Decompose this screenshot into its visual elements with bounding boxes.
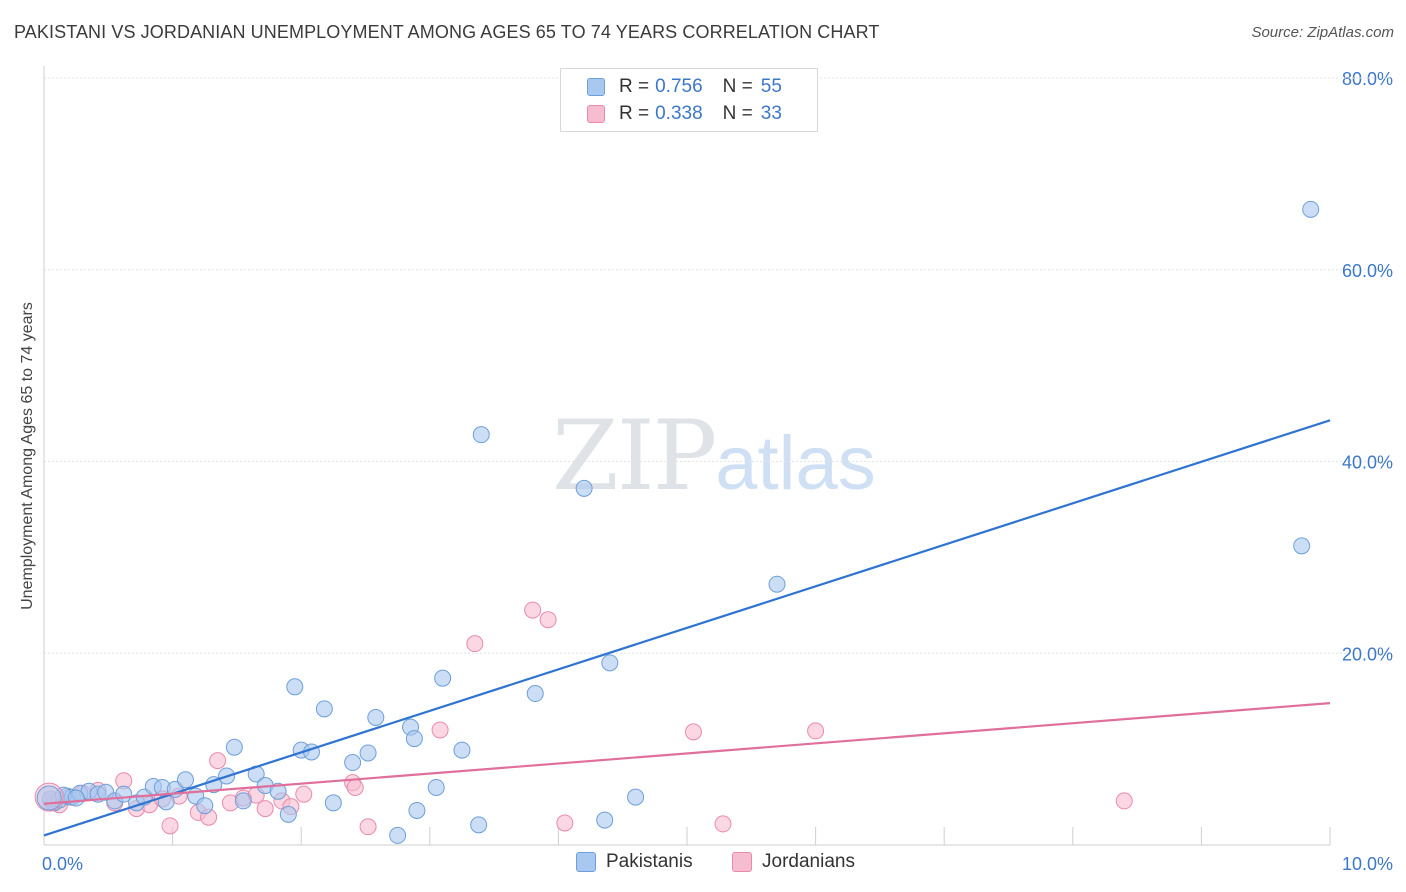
pakistani-point	[627, 788, 645, 806]
pakistani-point	[367, 708, 385, 726]
jordanian-point	[161, 817, 179, 835]
legend-swatch-pakistani	[587, 78, 605, 96]
pakistani-point	[408, 801, 426, 819]
legend-label-jordanians: Jordanians	[762, 851, 855, 872]
y-axis-label: Unemployment Among Ages 65 to 74 years	[19, 302, 36, 610]
legend-item-pakistanis[interactable]: Pakistanis	[576, 851, 693, 873]
pakistani-point	[575, 479, 593, 497]
pakistani-point	[234, 792, 252, 810]
pakistani-point	[67, 789, 85, 807]
pakistani-point	[434, 669, 452, 687]
x-tick-label: 10.0%	[1342, 854, 1393, 874]
pakistani-point	[359, 744, 377, 762]
pakistani-point	[286, 678, 304, 696]
pakistani-point	[472, 426, 490, 444]
pakistani-point	[596, 811, 614, 829]
legend-r-label: R =	[619, 103, 650, 124]
jordanian-point	[466, 635, 484, 653]
legend-item-jordanians[interactable]: Jordanians	[732, 851, 855, 873]
pakistani-point	[196, 797, 214, 815]
pakistani-point	[389, 826, 407, 844]
x-tick-label: 0.0%	[42, 854, 83, 874]
pakistani-point	[1293, 537, 1311, 555]
legend-n-value: 33	[760, 103, 782, 124]
chart-title: PAKISTANI VS JORDANIAN UNEMPLOYMENT AMON…	[14, 22, 880, 42]
jordanian-point	[431, 721, 449, 739]
y-tick-label: 20.0%	[1342, 644, 1393, 664]
legend-r-value: 0.338	[655, 103, 703, 124]
pakistani-point	[1302, 200, 1320, 218]
pakistani-point	[470, 816, 488, 834]
jordanian-point	[209, 752, 227, 770]
legend-label-pakistanis: Pakistanis	[606, 851, 693, 872]
jordanian-point	[295, 785, 313, 803]
chart-source: Source: ZipAtlas.com	[1251, 24, 1394, 41]
pakistani-point	[427, 778, 445, 796]
jordanian-point	[359, 818, 377, 836]
pakistani-point	[324, 794, 342, 812]
jordanian-point	[346, 778, 364, 796]
legend-n-label: N =	[722, 76, 753, 97]
jordanian-point	[714, 815, 732, 833]
y-tick-label: 60.0%	[1342, 261, 1393, 281]
pakistani-cluster-point	[36, 785, 62, 811]
legend-swatch-pakistanis	[576, 852, 596, 872]
legend-r-value: 0.756	[655, 76, 703, 97]
pakistani-point	[269, 782, 287, 800]
pakistani-point	[453, 741, 471, 759]
pakistani-point	[344, 754, 362, 772]
pakistani-point	[315, 700, 333, 718]
pakistani-point	[176, 771, 194, 789]
pakistani-point	[225, 738, 243, 756]
series-legend: Pakistanis Jordanians	[0, 851, 1406, 877]
watermark-atlas: atlas	[715, 421, 876, 506]
legend-row-pakistani: R = 0.756 N = 55	[587, 75, 782, 99]
pakistani-point	[526, 685, 544, 703]
correlation-legend: R = 0.756 N = 55 R = 0.338 N = 33	[560, 68, 818, 132]
legend-r-label: R =	[619, 76, 650, 97]
y-tick-label: 40.0%	[1342, 453, 1393, 473]
jordanian-point	[1115, 792, 1133, 810]
y-tick-label: 80.0%	[1342, 69, 1393, 89]
pakistani-trend-line	[43, 419, 1331, 837]
jordanian-point	[539, 611, 557, 629]
pakistani-point	[768, 575, 786, 593]
jordanian-point	[256, 800, 274, 818]
pakistani-point	[205, 776, 223, 794]
legend-swatch-jordanians	[732, 852, 752, 872]
legend-row-jordanian: R = 0.338 N = 33	[587, 102, 782, 126]
jordanian-point	[524, 601, 542, 619]
legend-n-value: 55	[760, 76, 782, 97]
jordanian-point	[556, 814, 574, 832]
jordanian-point	[684, 723, 702, 741]
jordanian-point	[807, 722, 825, 740]
legend-swatch-jordanian	[587, 105, 605, 123]
legend-n-label: N =	[722, 103, 753, 124]
pakistani-point	[405, 730, 423, 748]
pakistani-point	[601, 654, 619, 672]
jordanian-trend-line	[43, 702, 1331, 805]
pakistani-point	[279, 805, 297, 823]
